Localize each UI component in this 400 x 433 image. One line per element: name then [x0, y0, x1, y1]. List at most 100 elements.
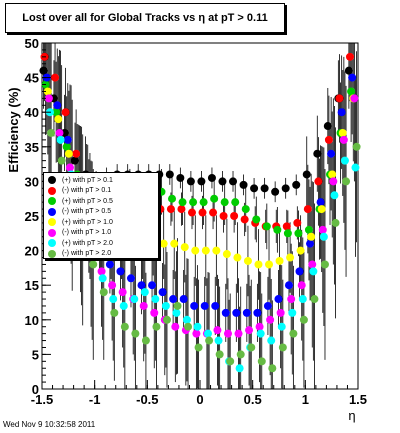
data-point	[184, 322, 193, 331]
data-point	[220, 198, 229, 207]
legend-entry: (-) with pT > 2.0	[48, 249, 154, 260]
x-axis-label: η	[348, 408, 355, 423]
data-point	[222, 250, 231, 259]
y-tick-label: 15	[25, 278, 39, 293]
data-point	[51, 73, 60, 82]
data-point	[186, 177, 195, 186]
legend-marker	[48, 239, 56, 248]
data-point	[98, 274, 107, 283]
data-point	[324, 135, 333, 144]
data-point	[252, 215, 261, 224]
data-point	[194, 343, 203, 352]
data-point	[330, 191, 339, 200]
data-point	[157, 187, 166, 196]
data-point	[52, 108, 61, 117]
data-point	[165, 170, 174, 179]
data-point	[242, 308, 251, 317]
data-point	[329, 177, 338, 186]
data-point	[218, 177, 227, 186]
data-point	[180, 243, 189, 252]
data-point	[284, 281, 293, 290]
data-point	[265, 260, 274, 269]
y-tick-label: 5	[32, 347, 39, 362]
data-point	[226, 357, 235, 366]
data-point	[350, 94, 359, 103]
legend-label: (+) with pT > 1.0	[62, 218, 113, 226]
data-point	[240, 215, 249, 224]
y-axis-label: Efficiency (%)	[6, 87, 21, 172]
data-point	[63, 135, 72, 144]
data-point	[159, 239, 168, 248]
data-point	[198, 208, 207, 217]
data-point	[119, 301, 128, 310]
data-point	[61, 108, 70, 117]
legend-marker	[48, 186, 56, 195]
data-point	[108, 281, 117, 290]
data-point	[287, 295, 296, 304]
data-point	[295, 267, 304, 276]
legend-marker	[48, 197, 56, 206]
data-point	[191, 246, 200, 255]
data-point	[303, 205, 312, 214]
data-point	[56, 135, 65, 144]
x-tick-label: 1.5	[349, 392, 367, 407]
data-point	[139, 301, 148, 310]
x-tick-label: -1	[89, 392, 101, 407]
data-point	[215, 350, 224, 359]
data-point	[274, 295, 283, 304]
data-point	[168, 194, 177, 203]
data-point	[299, 315, 308, 324]
data-point	[339, 135, 348, 144]
data-point	[335, 94, 344, 103]
y-tick-label: 10	[25, 313, 39, 328]
data-point	[197, 177, 206, 186]
data-point	[47, 128, 56, 137]
data-point	[260, 184, 269, 193]
legend-marker	[48, 176, 56, 185]
data-point	[296, 246, 305, 255]
data-point	[297, 281, 306, 290]
data-point	[55, 128, 64, 137]
y-tick-label: 50	[25, 36, 39, 51]
data-point	[172, 308, 181, 317]
x-tick-label: 0	[196, 392, 203, 407]
legend-marker	[48, 228, 56, 237]
data-point	[126, 274, 135, 283]
data-point	[241, 205, 250, 214]
data-point	[351, 163, 360, 172]
data-point	[235, 364, 244, 373]
data-point	[263, 301, 272, 310]
data-point	[229, 177, 238, 186]
data-point	[268, 364, 277, 373]
data-point	[319, 232, 328, 241]
data-point	[310, 295, 319, 304]
data-point	[342, 177, 351, 186]
legend-entry: (+) with pT > 2.0	[48, 238, 154, 249]
data-point	[289, 329, 298, 338]
y-tick-label: 40	[25, 105, 39, 120]
data-point	[271, 187, 280, 196]
data-point	[323, 122, 332, 131]
data-point	[166, 205, 175, 214]
data-point	[337, 108, 346, 117]
y-tick-label: 30	[25, 174, 39, 189]
data-point	[173, 301, 182, 310]
data-point	[99, 288, 108, 297]
data-point	[230, 212, 239, 220]
data-point	[262, 222, 271, 231]
data-point	[169, 295, 178, 304]
data-point	[331, 218, 340, 227]
data-point	[62, 142, 71, 151]
y-tick-label: 25	[25, 209, 39, 224]
data-point	[71, 156, 80, 165]
data-point	[247, 343, 256, 352]
data-point	[255, 322, 264, 331]
data-point	[273, 225, 282, 234]
data-point	[316, 198, 325, 207]
data-point	[72, 149, 81, 158]
data-point	[293, 218, 302, 227]
data-point	[345, 52, 354, 61]
y-tick-label: 20	[25, 244, 39, 259]
data-point	[192, 329, 201, 338]
y-tick-label: 35	[25, 140, 39, 155]
